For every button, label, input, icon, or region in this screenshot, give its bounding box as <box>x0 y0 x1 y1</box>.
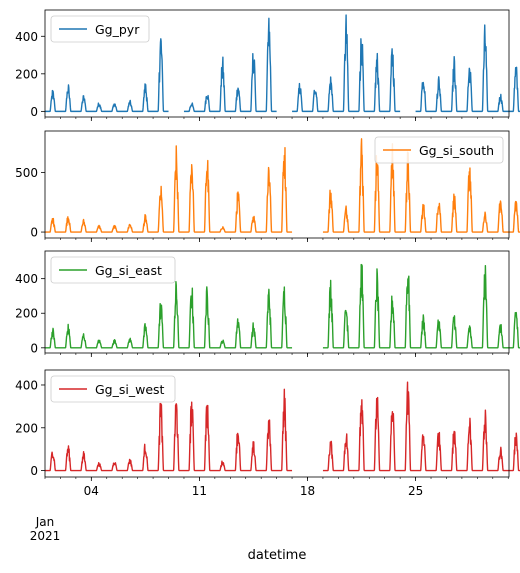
legend-label: Gg_si_west <box>95 382 165 397</box>
series-line-Gg_pyr <box>44 14 520 113</box>
y-tick-label: 0 <box>30 464 38 478</box>
y-tick-label: 400 <box>15 272 38 286</box>
y-tick-label: 0 <box>30 105 38 119</box>
x-sublabel-month: Jan <box>35 515 55 529</box>
x-sublabel-year: 2021 <box>30 529 61 543</box>
legend-label: Gg_si_east <box>95 263 162 278</box>
y-tick-label: 200 <box>15 67 38 81</box>
series-line-Gg_si_east <box>44 263 520 349</box>
legend-box <box>50 375 176 403</box>
axes-frame <box>44 369 510 478</box>
axes-frame <box>44 130 510 239</box>
legend-box <box>50 256 176 284</box>
series-line-Gg_si_south <box>44 138 520 233</box>
y-tick-label: 0 <box>30 341 38 355</box>
legend-box <box>50 15 150 43</box>
y-tick-label: 0 <box>30 226 38 240</box>
y-tick-label: 200 <box>15 421 38 435</box>
panel-Gg_si_west: 0 200 400 Gg_si_west <box>15 369 520 481</box>
legend-label: Gg_pyr <box>95 22 140 37</box>
y-tick-label: 500 <box>15 166 38 180</box>
y-tick-label: 400 <box>15 30 38 44</box>
panel-Gg_si_east: 0 200 400 Gg_si_east <box>15 250 520 357</box>
x-tick-label: 04 <box>84 484 99 498</box>
panel-Gg_si_south: 0 500 Gg_si_south <box>15 130 520 242</box>
x-tick-label: 18 <box>300 484 315 498</box>
y-tick-label: 400 <box>15 378 38 392</box>
panel-Gg_pyr: 0 200 400 Gg_pyr <box>15 9 520 121</box>
x-axis-title: datetime <box>248 548 307 563</box>
axes-frame <box>44 250 510 354</box>
series-line-Gg_si_west <box>44 381 520 472</box>
legend-label: Gg_si_south <box>419 143 494 158</box>
y-tick-label: 200 <box>15 307 38 321</box>
x-tick-label: 25 <box>408 484 423 498</box>
axes-frame <box>44 9 510 118</box>
x-tick-label: 11 <box>192 484 207 498</box>
legend-box <box>374 136 504 164</box>
